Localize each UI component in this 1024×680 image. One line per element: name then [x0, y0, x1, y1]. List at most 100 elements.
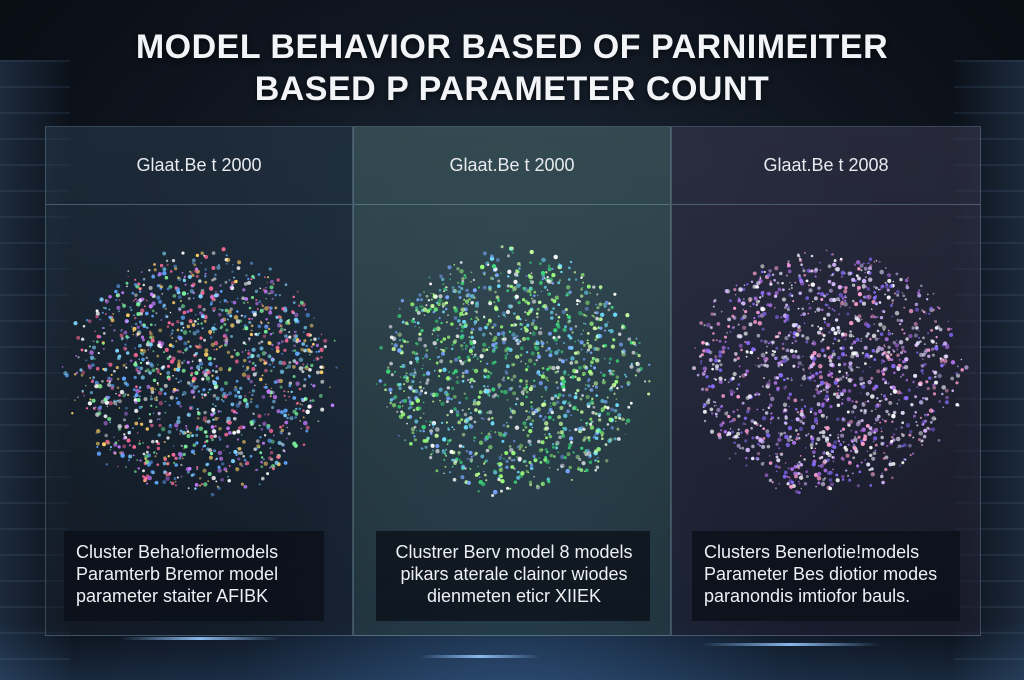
particle: [135, 365, 140, 370]
particle: [440, 321, 443, 325]
particle: [456, 376, 459, 379]
particle: [574, 392, 578, 395]
particle: [469, 411, 472, 415]
particle: [187, 487, 190, 489]
particle: [305, 429, 309, 433]
particle: [303, 325, 308, 330]
particle: [933, 345, 939, 351]
particle: [503, 389, 508, 395]
particle: [181, 394, 184, 396]
particle: [549, 402, 552, 405]
particle: [792, 335, 796, 339]
particle: [918, 329, 920, 332]
particle: [315, 350, 318, 353]
particle: [755, 435, 759, 440]
particle: [401, 405, 404, 407]
particle: [265, 318, 268, 321]
particle: [707, 398, 711, 402]
particle: [556, 396, 560, 400]
particle: [421, 367, 424, 370]
particle: [839, 443, 843, 446]
particle: [938, 400, 941, 403]
particle: [791, 439, 793, 441]
panel-3-caption: Clusters Benerlotie!models Parameter Bes…: [692, 531, 960, 621]
particle: [267, 354, 272, 359]
particle: [133, 375, 137, 380]
particle: [525, 410, 528, 413]
particle: [787, 425, 793, 431]
particle: [101, 380, 104, 383]
particle: [522, 429, 525, 432]
particle: [905, 379, 909, 382]
particle: [846, 474, 850, 478]
particle: [584, 323, 587, 325]
particle: [521, 336, 526, 342]
particle: [782, 288, 785, 292]
particle: [869, 354, 873, 358]
particle: [197, 390, 201, 393]
particle: [554, 370, 558, 374]
particle: [511, 332, 516, 337]
particle: [769, 421, 772, 424]
particle: [828, 486, 833, 491]
particle: [717, 359, 721, 363]
particle: [750, 426, 753, 430]
particle: [931, 427, 936, 432]
panel-2-header: Glaat.Be t 2000: [354, 127, 670, 205]
particle: [379, 346, 383, 350]
particle: [507, 304, 512, 309]
particle: [798, 475, 804, 480]
particle: [164, 275, 169, 280]
particle: [73, 321, 78, 326]
particle: [568, 266, 571, 270]
particle: [638, 366, 643, 371]
particle: [878, 337, 880, 340]
particle: [759, 444, 761, 447]
particle: [585, 384, 587, 386]
particle: [139, 422, 144, 426]
particle: [103, 327, 105, 329]
particle: [582, 322, 585, 325]
particle: [814, 310, 817, 313]
particle: [463, 360, 467, 363]
particle: [808, 306, 812, 310]
particle: [418, 293, 422, 297]
particle: [110, 373, 113, 376]
particle: [913, 321, 918, 327]
particle: [457, 420, 462, 425]
particle: [145, 356, 149, 360]
particle: [173, 461, 176, 464]
particle: [403, 390, 406, 393]
particle: [799, 412, 804, 417]
particle: [838, 370, 841, 373]
particle: [473, 296, 476, 299]
particle: [136, 325, 140, 329]
particle: [796, 463, 801, 468]
particle: [219, 301, 221, 303]
particle: [818, 261, 821, 264]
particle: [819, 269, 822, 272]
particle: [589, 400, 594, 405]
particle: [508, 456, 512, 460]
particle: [221, 247, 226, 252]
particle: [146, 340, 150, 344]
particle: [778, 373, 780, 375]
particle: [815, 371, 819, 376]
particle: [183, 448, 185, 450]
particle: [729, 420, 732, 423]
particle: [485, 448, 490, 453]
particle: [862, 286, 865, 290]
particle: [803, 369, 805, 372]
particle: [854, 430, 858, 434]
particle: [849, 449, 853, 453]
particle: [812, 360, 815, 363]
particle: [181, 271, 184, 274]
particle: [832, 262, 837, 267]
particle: [606, 396, 609, 399]
particle: [540, 341, 545, 346]
particle: [721, 404, 723, 407]
particle: [202, 419, 205, 422]
particle: [870, 472, 875, 477]
particle: [428, 276, 431, 279]
particle: [884, 397, 888, 401]
